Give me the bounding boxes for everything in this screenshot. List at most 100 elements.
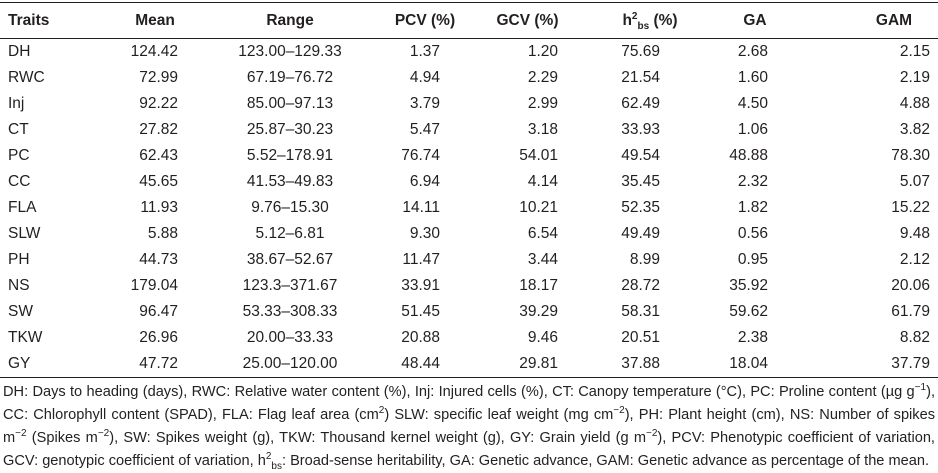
- value-cell: 92.22: [139, 95, 178, 112]
- value-cell: 11.93: [140, 199, 178, 216]
- value-cell: 5.07: [899, 173, 930, 190]
- value-cell: 75.69: [621, 43, 660, 60]
- value-cell: 3.82: [899, 121, 930, 138]
- value-cell: 33.93: [621, 121, 660, 138]
- value-cell: 0.95: [737, 251, 768, 268]
- footnote-sup: 2: [378, 405, 385, 417]
- value-cell: 18.04: [729, 355, 768, 372]
- trait-cell: TKW: [8, 329, 43, 346]
- header-sub: bs: [637, 20, 650, 32]
- table-body: DH 124.42 123.00–129.33 1.37 1.20 75.69 2.68 2.…: [0, 39, 938, 378]
- value-cell: 27.82: [139, 121, 178, 138]
- trait-cell: NS: [8, 277, 30, 294]
- footnote-sup: −2: [646, 428, 658, 440]
- value-cell: 1.37: [409, 43, 440, 60]
- value-cell: 53.33–308.33: [242, 303, 338, 320]
- table-row: TKW 26.96 20.00–33.33 20.88 9.46 20.51 2.38 8.8…: [0, 325, 938, 351]
- trait-cell: FLA: [8, 199, 37, 216]
- value-cell: 47.72: [139, 355, 178, 372]
- value-cell: 15.22: [891, 199, 930, 216]
- table-row: CT 27.82 25.87–30.23 5.47 3.18 33.93 1.06 3.82: [0, 117, 938, 143]
- value-cell: 25.87–30.23: [246, 121, 334, 138]
- header-text: h: [622, 11, 632, 29]
- value-cell: 72.99: [139, 69, 178, 86]
- trait-cell: Inj: [8, 95, 25, 112]
- value-cell: 49.49: [621, 225, 660, 242]
- table-row: FLA 11.93 9.76–15.30 14.11 10.21 52.35 1.82 15.…: [0, 195, 938, 221]
- header-cell: PCV (%): [380, 2, 470, 39]
- trait-cell: DH: [8, 43, 31, 60]
- value-cell: 2.29: [527, 69, 558, 86]
- value-cell: 2.12: [899, 251, 930, 268]
- value-cell: 37.79: [891, 355, 930, 372]
- footnote-text: : Broad-sense heritability, GA: Genetic …: [281, 453, 930, 469]
- value-cell: 48.88: [729, 147, 768, 164]
- table-row: NS 179.04 123.3–371.67 33.91 18.17 28.72 35.92…: [0, 273, 938, 299]
- value-cell: 49.54: [621, 147, 660, 164]
- value-cell: 1.60: [737, 69, 768, 86]
- footnote-sup: −2: [97, 428, 110, 440]
- value-cell: 38.67–52.67: [246, 251, 334, 268]
- trait-cell: SLW: [8, 225, 41, 242]
- value-cell: 14.11: [402, 199, 440, 216]
- footnote-sup: −2: [613, 405, 625, 417]
- table-row: RWC 72.99 67.19–76.72 4.94 2.29 21.54 1.60 2.19: [0, 65, 938, 91]
- value-cell: 2.38: [737, 329, 768, 346]
- footnote-line: DH: Days to heading (days), RWC: Relativ…: [3, 381, 935, 404]
- value-cell: 10.21: [519, 199, 558, 216]
- value-cell: 44.73: [139, 251, 178, 268]
- value-cell: 20.51: [621, 329, 660, 346]
- footnote-sub: bs: [271, 460, 282, 472]
- value-cell: 1.06: [737, 121, 768, 138]
- footnote-text: (Spikes m: [26, 430, 98, 446]
- value-cell: 11.47: [402, 251, 440, 268]
- value-cell: 28.72: [621, 277, 660, 294]
- footnote-text: DH: Days to heading (days), RWC: Relativ…: [3, 384, 915, 400]
- header-sup: 2: [631, 10, 638, 22]
- value-cell: 52.35: [621, 199, 660, 216]
- value-cell: 33.91: [401, 277, 440, 294]
- trait-cell: PC: [8, 147, 30, 164]
- value-cell: 35.92: [729, 277, 768, 294]
- header-row: Traits Mean Range PCV (%) GCV (%) h2bs (…: [0, 2, 938, 39]
- value-cell: 20.00–33.33: [246, 329, 334, 346]
- value-cell: 61.79: [891, 303, 930, 320]
- value-cell: 2.15: [899, 43, 930, 60]
- value-cell: 2.99: [527, 95, 558, 112]
- table-row: CC 45.65 41.53–49.83 6.94 4.14 35.45 2.32 5.07: [0, 169, 938, 195]
- value-cell: 4.88: [899, 95, 930, 112]
- table-row: SLW 5.88 5.12–6.81 9.30 6.54 49.49 0.56 9.48: [0, 221, 938, 247]
- footnote-line: CC: Chlorophyll content (SPAD), FLA: Fla…: [3, 404, 935, 427]
- table-row: GY 47.72 25.00–120.00 48.44 29.81 37.88 18.04 3…: [0, 351, 938, 378]
- trait-cell: CC: [8, 173, 31, 190]
- footnote-text: m: [3, 430, 16, 446]
- value-cell: 0.56: [737, 225, 768, 242]
- trait-cell: RWC: [8, 69, 45, 86]
- table-row: DH 124.42 123.00–129.33 1.37 1.20 75.69 2.68 2.…: [0, 39, 938, 66]
- table-row: PC 62.43 5.52–178.91 76.74 54.01 49.54 48.88 78…: [0, 143, 938, 169]
- value-cell: 26.96: [139, 329, 178, 346]
- header-cell: GA: [690, 2, 790, 39]
- value-cell: 1.20: [527, 43, 558, 60]
- header-cell: Traits: [0, 2, 100, 39]
- footnote-text: ), PCV: Phenotypic coefficient of variat…: [657, 430, 935, 446]
- footnote-sup: −2: [15, 428, 27, 440]
- value-cell: 124.42: [130, 43, 178, 60]
- value-cell: 62.49: [621, 95, 660, 112]
- value-cell: 6.54: [527, 225, 558, 242]
- value-cell: 37.88: [621, 355, 660, 372]
- value-cell: 41.53–49.83: [246, 173, 334, 190]
- value-cell: 18.17: [519, 277, 558, 294]
- value-cell: 9.46: [527, 329, 558, 346]
- trait-cell: CT: [8, 121, 29, 138]
- footnote-text: ) SLW: specific leaf weight (mg cm: [384, 407, 614, 423]
- value-cell: 29.81: [519, 355, 558, 372]
- value-cell: 62.43: [139, 147, 178, 164]
- value-cell: 96.47: [139, 303, 178, 320]
- value-cell: 51.45: [401, 303, 440, 320]
- value-cell: 5.12–6.81: [255, 225, 325, 242]
- footnote-text: ), PH: Plant height (cm), NS: Number of …: [624, 407, 936, 423]
- value-cell: 20.88: [401, 329, 440, 346]
- footnote-sup: −1: [914, 382, 927, 394]
